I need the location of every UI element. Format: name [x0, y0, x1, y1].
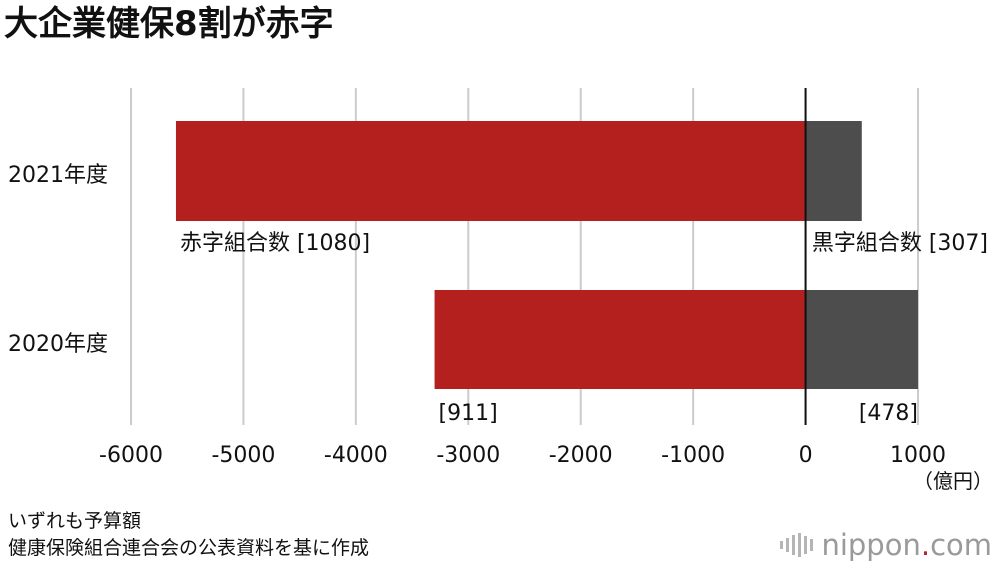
x-tick-label: -6000 — [99, 443, 163, 468]
bar-surplus-0 — [805, 121, 862, 221]
category-label: 2020年度 — [8, 332, 108, 357]
bar-chart: 赤字組合数 [1080] 黒字組合数 [307][911] [478] -6000-… — [8, 88, 993, 493]
x-tick-label: -2000 — [549, 443, 613, 468]
logo-mark-icon — [780, 533, 814, 557]
bar-label: 黒字組合数 [307] — [812, 231, 988, 256]
note-source: 健康保険組合連合会の公表資料を基に作成 — [8, 537, 370, 559]
x-tick-label: -4000 — [324, 443, 388, 468]
chart-title: 大企業健保8割が赤字 — [4, 4, 334, 44]
bar-label: [478] — [859, 401, 918, 426]
x-tick-label: -5000 — [211, 443, 275, 468]
notes: いずれも予算額 健康保険組合連合会の公表資料を基に作成 — [8, 508, 369, 562]
bar-deficit-1 — [434, 290, 806, 389]
x-unit-label: （億円） — [913, 469, 993, 493]
bar-label: 赤字組合数 [1080] — [180, 231, 370, 256]
x-tick-label: -1000 — [661, 443, 725, 468]
x-tick-label: 0 — [799, 443, 813, 468]
note-budget: いずれも予算額 — [8, 510, 142, 532]
bars — [175, 121, 918, 389]
category-labels: 2021年度 2020年度 — [8, 163, 108, 357]
x-tick-labels: -6000 -5000 -4000 -3000 -2000 -1000 0 1000 — [99, 443, 946, 468]
x-tick-label: 1000 — [890, 443, 946, 468]
nippon-com-logo: nippon.com — [780, 528, 992, 562]
logo-text: nippon.com — [821, 528, 992, 562]
bar-surplus-1 — [805, 290, 918, 389]
x-tick-label: -3000 — [436, 443, 500, 468]
bar-label: [911] — [439, 401, 498, 426]
bar-deficit-0 — [175, 121, 806, 221]
bar-labels: 赤字組合数 [1080] 黒字組合数 [307] [911] [478] — [180, 231, 988, 426]
category-label: 2021年度 — [8, 163, 108, 188]
